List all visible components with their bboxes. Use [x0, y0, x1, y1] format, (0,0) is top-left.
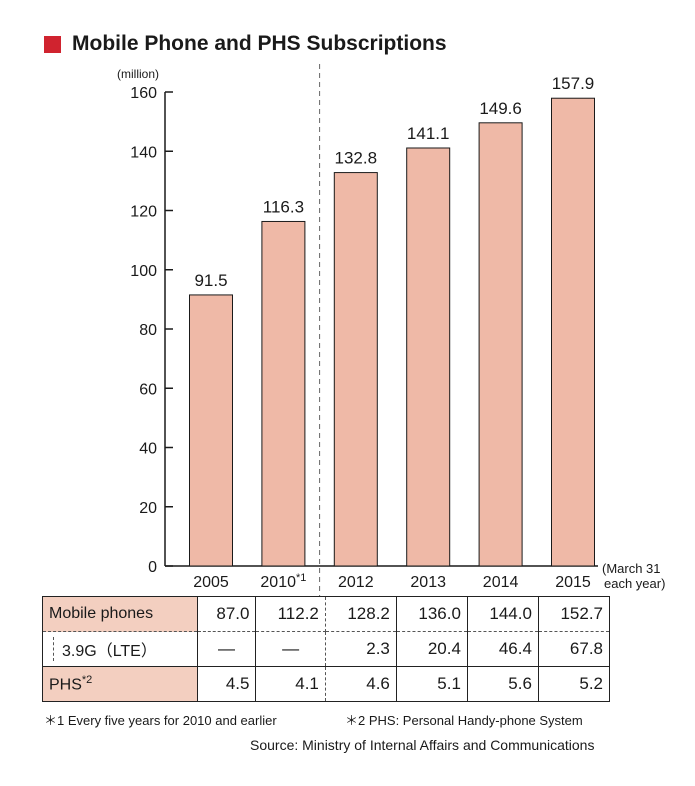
table-row-lte: 3.9G（LTE） — — 2.3 20.4 46.4 67.8: [42, 631, 611, 667]
table-cell: 67.8: [537, 631, 611, 667]
y-tick-label: 100: [130, 263, 157, 280]
bar: [478, 122, 523, 567]
bar-value-label: 116.3: [263, 197, 304, 216]
bar: [261, 220, 306, 567]
source-note: Source: Ministry of Internal Affairs and…: [250, 737, 595, 753]
bar-value-label: 141.1: [407, 124, 450, 143]
table-cell: 128.2: [324, 596, 397, 632]
row-header-phs-label: PHS: [49, 676, 82, 694]
footnote-1: ＊1 Every five years for 2010 and earlier: [44, 713, 277, 728]
y-tick-label: 20: [139, 500, 157, 517]
bar: [189, 294, 233, 567]
bar-chart: (million) 0 20 40 60 80 100 120 140 160 91.5 2005 11…: [117, 64, 665, 598]
bar: [406, 147, 451, 567]
table-cell: 5.2: [537, 666, 611, 702]
table-cell: 2.3: [324, 631, 397, 667]
x-tick-label: 2015: [555, 574, 591, 591]
row-header-lte: 3.9G（LTE）: [42, 631, 198, 667]
x-tick-label: 2013: [410, 574, 446, 591]
y-tick-label: 40: [139, 441, 157, 458]
x-tick-footnote-mark: *1: [296, 572, 306, 584]
bar: [333, 172, 378, 567]
table-cell: 112.2: [255, 596, 326, 632]
bar-value-label: 157.9: [552, 74, 595, 93]
bar-value-label: 149.6: [479, 99, 522, 118]
y-tick-label: 140: [130, 144, 157, 161]
x-tick-label: 2014: [483, 574, 519, 591]
y-axis-unit-label: (million): [117, 67, 159, 81]
title-marker-square: [44, 35, 61, 53]
table-cell: 87.0: [196, 596, 257, 632]
x-axis-note-line1: (March 31: [602, 561, 661, 576]
chart-title-text: Mobile Phone and PHS Subscriptions: [72, 32, 447, 55]
x-axis-note-line2: each year): [604, 576, 665, 591]
table-cell: 4.5: [196, 666, 257, 702]
row-header-phs: PHS*2: [42, 666, 198, 702]
table-cell: —: [196, 631, 257, 667]
table-cell: 5.1: [395, 666, 468, 702]
table-cell: 46.4: [466, 631, 539, 667]
bar-value-label: 132.8: [335, 149, 378, 168]
table-cell: 5.6: [466, 666, 539, 702]
table-cell: —: [255, 631, 326, 667]
table-row-mobile-phones: Mobile phones 87.0 112.2 128.2 136.0 144…: [42, 596, 611, 632]
chart-title: Mobile Phone and PHS Subscriptions: [44, 32, 447, 56]
y-tick-label: 60: [139, 381, 157, 398]
y-tick-label: 0: [148, 559, 157, 576]
x-tick-label: 2010*1: [260, 572, 306, 591]
x-tick-label: 2012: [338, 574, 374, 591]
table-cell: 20.4: [395, 631, 468, 667]
y-tick-label: 80: [139, 322, 157, 339]
x-tick-label: 2005: [193, 574, 229, 591]
table-cell: 4.6: [324, 666, 397, 702]
table-cell: 144.0: [466, 596, 539, 632]
table-cell: 4.1: [255, 666, 326, 702]
y-tick-label: 120: [130, 204, 157, 221]
table-cell: 152.7: [537, 596, 611, 632]
phs-footnote-mark: *2: [81, 673, 93, 686]
subscriptions-table: Mobile phones 87.0 112.2 128.2 136.0 144…: [42, 596, 611, 702]
table-cell: 136.0: [395, 596, 468, 632]
bar: [551, 97, 595, 567]
y-tick-label: 160: [130, 85, 157, 102]
footnote-2: ＊2 PHS: Personal Handy-phone System: [345, 713, 583, 728]
table-row-phs: PHS*2 4.5 4.1 4.6 5.1 5.6 5.2: [42, 666, 611, 702]
row-header-mobile-phones: Mobile phones: [42, 596, 198, 632]
bar-value-label: 91.5: [194, 271, 227, 290]
row-header-lte-label: 3.9G（LTE）: [53, 637, 157, 661]
